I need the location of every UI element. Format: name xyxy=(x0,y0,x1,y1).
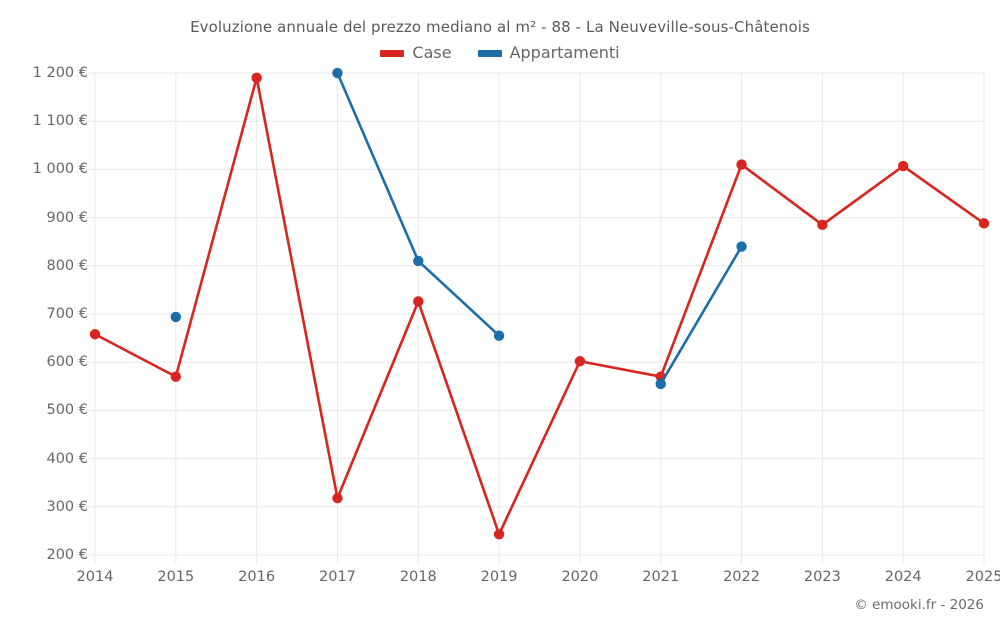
x-tick-label: 2015 xyxy=(157,569,195,585)
data-point-case-2024[interactable] xyxy=(897,160,909,172)
data-point-case-2022[interactable] xyxy=(736,159,747,170)
data-point-case-2016[interactable] xyxy=(251,72,262,84)
data-point-case-2025[interactable] xyxy=(978,218,990,229)
data-point-appartamenti-2018[interactable] xyxy=(413,255,424,267)
y-tick-label: 900 € xyxy=(46,209,88,226)
x-tick-label: 2017 xyxy=(319,569,356,585)
y-tick-label: 500 € xyxy=(46,402,88,419)
data-point-case-2014[interactable] xyxy=(89,329,101,340)
data-point-case-2019[interactable] xyxy=(493,529,505,540)
y-tick-label: 1 000 € xyxy=(32,161,88,178)
y-tick-label: 200 € xyxy=(46,546,88,563)
y-tick-label: 300 € xyxy=(46,498,88,515)
y-axis-tick-labels: 200 € 300 € 400 € 500 € 600 € 700 € 800 € 900 €… xyxy=(0,0,88,625)
data-point-case-2020[interactable] xyxy=(574,356,586,367)
data-point-appartamenti-2017[interactable] xyxy=(332,67,343,79)
x-tick-label: 2024 xyxy=(884,569,922,585)
x-tick-label: 2018 xyxy=(399,569,437,585)
legend-swatch-case xyxy=(380,49,405,57)
data-point-case-2018[interactable] xyxy=(413,296,424,307)
legend-item-case[interactable]: Case xyxy=(380,43,452,62)
chart-title: Evoluzione annuale del prezzo mediano al… xyxy=(190,18,810,36)
data-point-case-2015[interactable] xyxy=(170,371,182,382)
data-point-appartamenti-2021[interactable] xyxy=(655,378,666,390)
series-case xyxy=(89,72,990,540)
footer-credit: © emooki.fr - 2026 xyxy=(854,597,984,613)
x-tick-label: 2020 xyxy=(561,569,599,585)
legend-label-case: Case xyxy=(412,43,452,62)
data-point-appartamenti-2022[interactable] xyxy=(736,241,747,252)
data-point-case-2017[interactable] xyxy=(332,492,343,504)
series-line-case xyxy=(93,76,986,536)
x-tick-label: 2022 xyxy=(723,569,760,585)
x-tick-label: 2023 xyxy=(803,569,841,585)
x-tick-label: 2016 xyxy=(238,569,276,585)
y-tick-label: 1 100 € xyxy=(32,112,88,129)
y-tick-label: 600 € xyxy=(46,353,88,370)
data-point-appartamenti-2019[interactable] xyxy=(493,330,505,341)
legend-label-appartamenti: Appartamenti xyxy=(509,43,620,62)
x-tick-label: 2021 xyxy=(642,569,680,585)
legend-swatch-appartamenti xyxy=(477,49,502,57)
series-appartamenti xyxy=(170,67,747,390)
x-tick-label: 2019 xyxy=(480,569,518,585)
y-tick-label: 700 € xyxy=(46,305,88,322)
chart-legend: Case Appartamenti xyxy=(0,45,1000,61)
data-point-appartamenti-2015[interactable] xyxy=(170,311,182,323)
legend-item-appartamenti[interactable]: Appartamenti xyxy=(477,43,620,62)
data-point-case-2023[interactable] xyxy=(817,219,828,231)
y-tick-label: 1 200 € xyxy=(32,64,88,81)
series-line-appartamenti xyxy=(659,245,743,386)
x-tick-label: 2025 xyxy=(965,569,1000,585)
y-tick-label: 800 € xyxy=(46,257,88,274)
y-tick-label: 400 € xyxy=(46,450,88,467)
x-tick-label: 2014 xyxy=(76,569,114,585)
